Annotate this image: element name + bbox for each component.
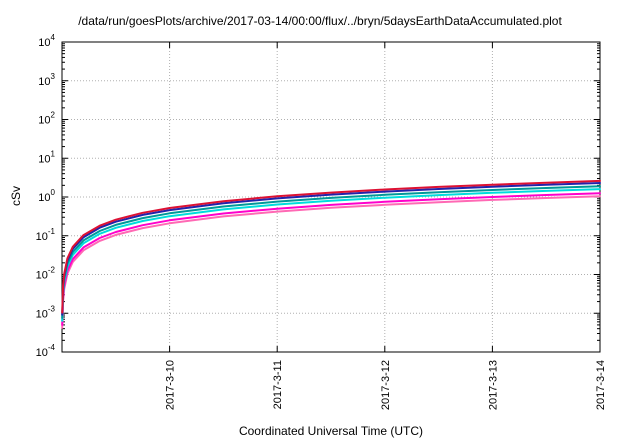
x-tick-label: 2017-3-10 [165,360,177,410]
x-axis-label: Coordinated Universal Time (UTC) [238,424,424,438]
plot-title: /data/run/goesPlots/archive/2017-03-14/0… [78,14,562,28]
y-tick-label: 10-3 [36,304,56,320]
y-tick-label: 10-2 [36,266,56,282]
y-tick-label: 103 [38,72,55,88]
y-tick-label: 104 [38,33,55,49]
y-tick-label: 10-1 [36,227,56,243]
series-line-accumulated-pink [61,195,601,329]
y-tick-label: 100 [38,188,55,204]
x-tick-label: 2017-3-11 [272,360,284,409]
series-line-accumulated-red [61,179,601,314]
x-tick-label: 2017-3-14 [595,360,607,410]
y-tick-label: 10-4 [36,343,56,359]
series-line-accumulated-navy [61,182,601,316]
y-tick-label: 101 [38,149,55,165]
y-tick-label: 102 [38,111,55,127]
x-tick-label: 2017-3-12 [380,360,392,410]
series-line-accumulated-teal [61,185,601,319]
x-tick-label: 2017-3-13 [487,360,499,410]
series-line-accumulated-cyan [61,188,601,322]
